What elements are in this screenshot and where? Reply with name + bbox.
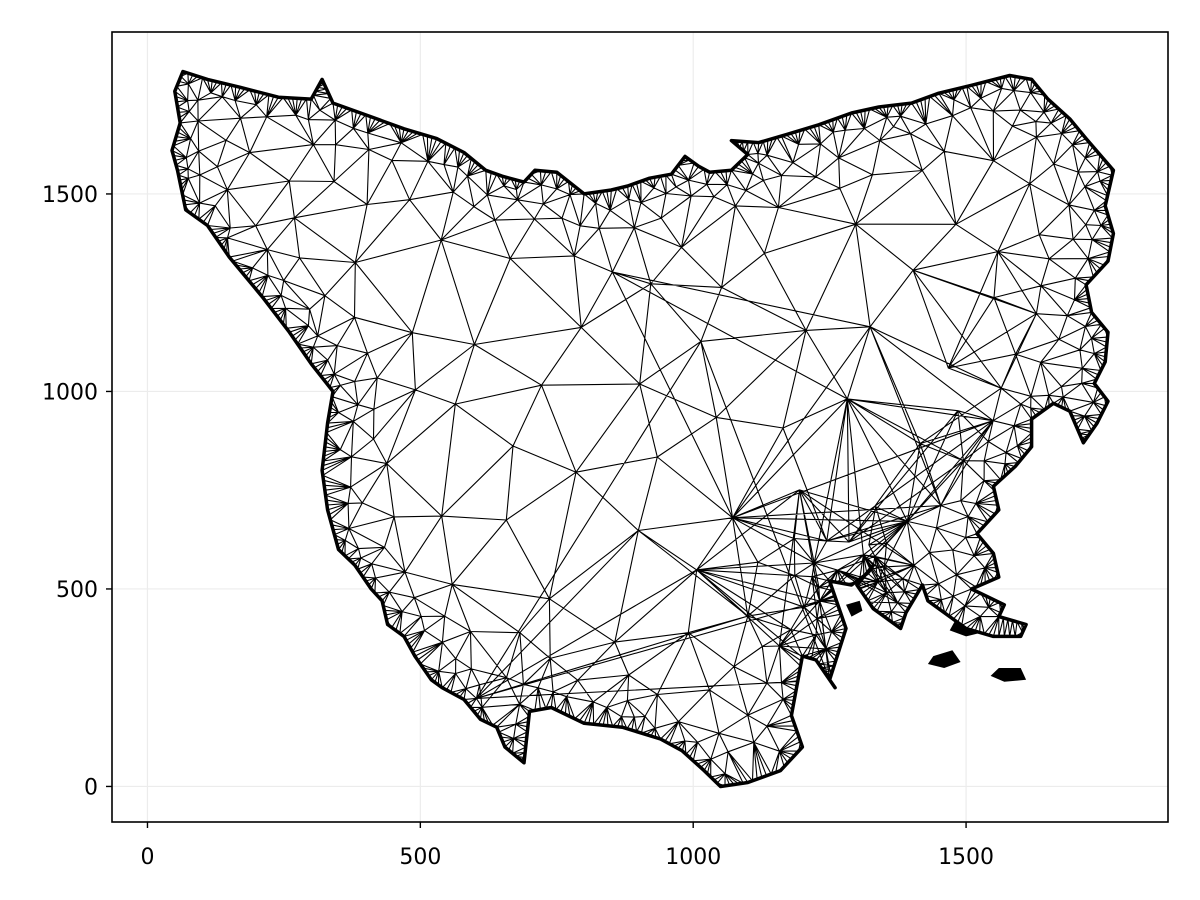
x-tick-label: 1500 bbox=[938, 845, 994, 870]
y-axis: 0 500 1000 1500 bbox=[42, 183, 112, 801]
x-tick-label: 1000 bbox=[665, 845, 721, 870]
island-shape bbox=[846, 601, 862, 617]
triangular-mesh bbox=[172, 72, 1113, 787]
y-tick-label: 1500 bbox=[42, 183, 98, 208]
y-tick-label: 1000 bbox=[42, 380, 98, 405]
island-shape bbox=[991, 668, 1027, 682]
y-tick-label: 500 bbox=[56, 578, 98, 603]
x-tick-label: 500 bbox=[399, 845, 441, 870]
x-tick-label: 0 bbox=[140, 845, 154, 870]
x-axis: 0 500 1000 1500 bbox=[140, 822, 994, 870]
y-tick-label: 0 bbox=[84, 775, 98, 800]
island-shape bbox=[928, 650, 961, 668]
